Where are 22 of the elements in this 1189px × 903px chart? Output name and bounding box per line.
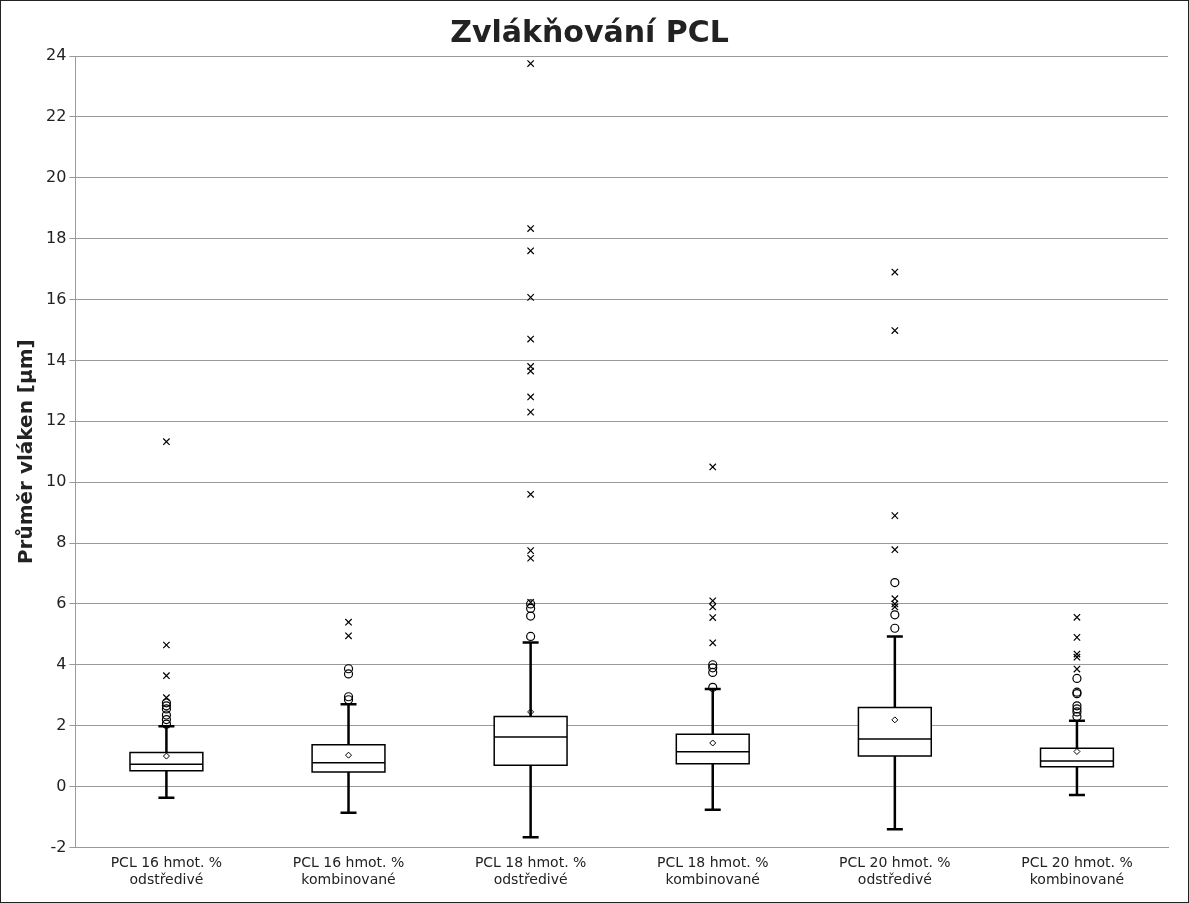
y-tick-label: 16 — [46, 288, 67, 308]
y-tick-label: 22 — [46, 106, 67, 126]
x-tick-label: PCL 20 hmot. % odstředivé — [839, 854, 951, 888]
y-tick-label: 18 — [46, 227, 67, 247]
x-tick-label: PCL 16 hmot. % kombinované — [292, 854, 405, 888]
x-tick-label: PCL 16 hmot. % odstředivé — [110, 854, 223, 888]
chart-title: Zvlákňování PCL — [450, 13, 729, 49]
y-tick-label: 10 — [46, 471, 67, 491]
y-tick-label: 20 — [46, 166, 67, 186]
y-tick-label: 2 — [56, 714, 67, 734]
x-tick-label: PCL 18 hmot. % kombinované — [656, 854, 769, 888]
y-tick-label: 0 — [56, 775, 67, 795]
y-tick-label: 6 — [56, 593, 67, 613]
y-tick-label: 12 — [46, 410, 67, 430]
y-tick-label: -2 — [50, 836, 67, 856]
y-axis-title: Průměr vláken [µm] — [13, 339, 38, 565]
y-tick-label: 24 — [46, 45, 67, 65]
x-tick-label: PCL 18 hmot. % odstředivé — [474, 854, 587, 888]
y-tick-label: 14 — [46, 349, 67, 369]
x-tick-label: PCL 20 hmot. % kombinované — [1021, 854, 1133, 888]
y-tick-label: 8 — [56, 532, 67, 552]
y-tick-label: 4 — [56, 653, 67, 673]
